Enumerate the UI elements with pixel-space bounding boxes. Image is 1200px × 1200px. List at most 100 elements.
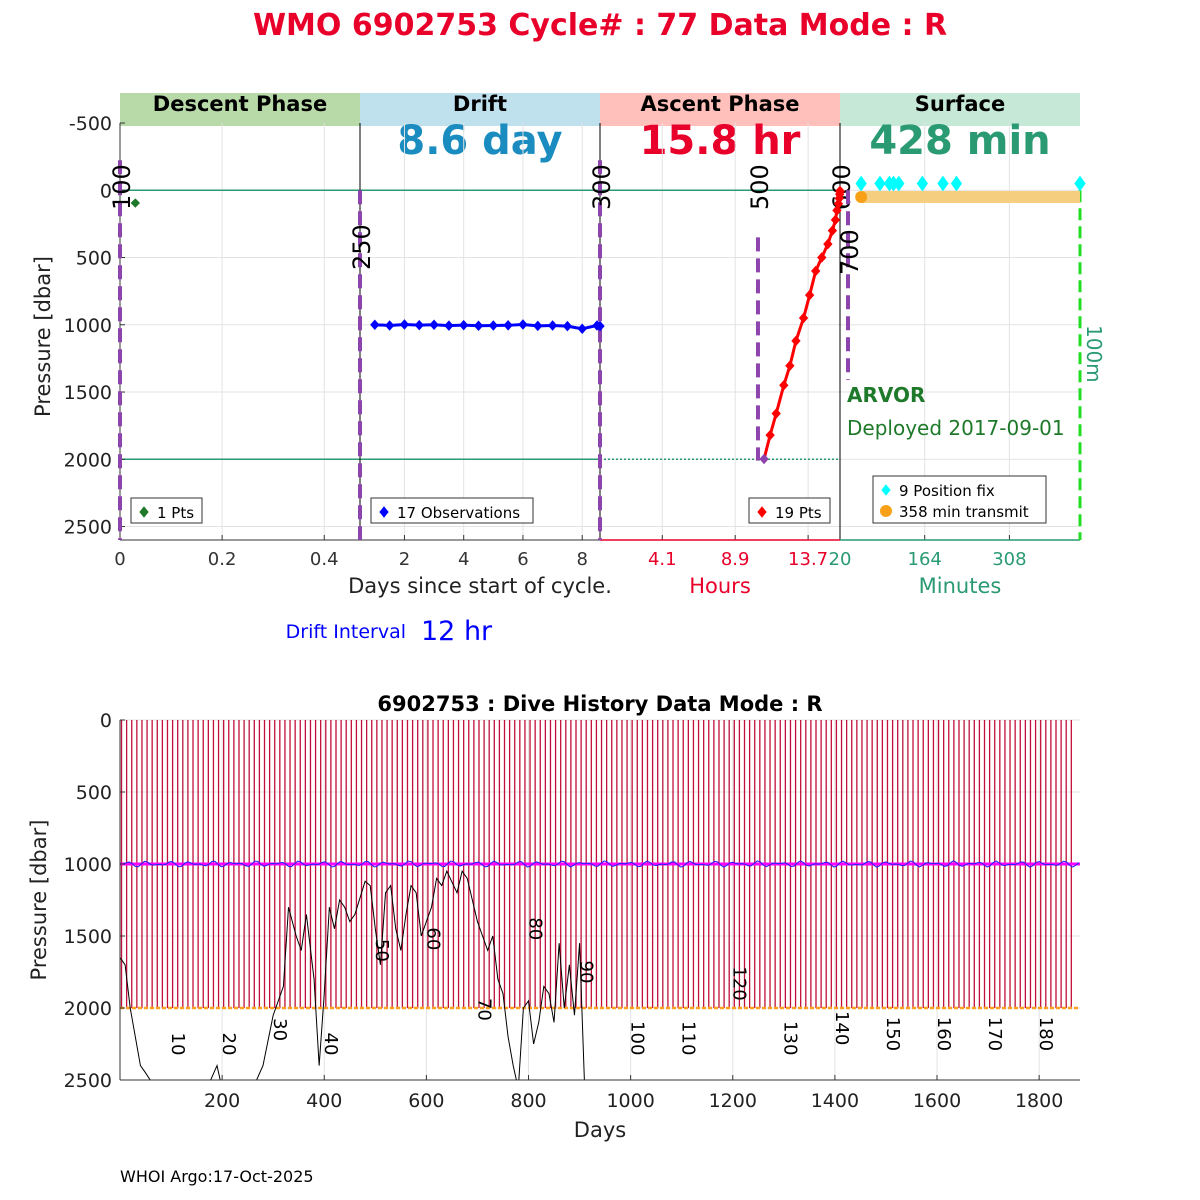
drift-point — [429, 319, 439, 331]
x-axis-label-days: Days since start of cycle. — [348, 574, 612, 598]
legend-swatch — [757, 506, 767, 518]
y-axis-label: Pressure [dbar] — [31, 256, 55, 417]
phase-bar-3 — [840, 93, 1080, 126]
y-tick-label: 1000 — [64, 315, 112, 337]
position-fix-point — [916, 175, 928, 192]
position-fix-point — [937, 175, 949, 192]
ascent-point — [759, 453, 769, 465]
cycle-label: 60 — [422, 927, 443, 950]
drift-point — [399, 319, 410, 330]
x-tick-label: 0.4 — [310, 549, 339, 570]
dive-history-panel: 10 20 30 40 50 60 70 80 90 100 110 120 130 140 150 160 1… — [27, 692, 1080, 1142]
x-tick-label: 600 — [408, 1090, 444, 1112]
ascent-point — [804, 289, 815, 301]
legend-swatch — [379, 506, 389, 518]
x-tick-label: 4 — [458, 549, 469, 570]
park-depth-trace — [119, 860, 1080, 868]
ascent-point — [791, 335, 801, 347]
marker-label: 600 — [828, 164, 856, 210]
y-tick-label: 2500 — [64, 517, 112, 539]
bottom-depth-trace — [120, 869, 585, 1080]
x-tick-label: 0.2 — [208, 549, 237, 570]
x-tick-label: 800 — [510, 1090, 546, 1112]
phase-title-1: Drift — [453, 92, 507, 116]
drift-point — [414, 319, 424, 331]
y-tick-label: 1500 — [64, 382, 112, 404]
cycle-label: 150 — [882, 1017, 903, 1051]
position-fix-point — [1074, 175, 1086, 192]
x-tick-label: 1000 — [606, 1090, 654, 1112]
cycle-label: 180 — [1035, 1017, 1056, 1051]
descent-point — [130, 198, 141, 208]
legend-label: 358 min transmit — [899, 503, 1029, 521]
drift-point — [503, 320, 513, 331]
x-tick-label: 8 — [576, 549, 587, 570]
ascent-point — [817, 252, 827, 263]
legend-label: 9 Position fix — [899, 482, 995, 500]
marker-label: 250 — [348, 224, 376, 270]
phase-title-2: Ascent Phase — [641, 92, 800, 116]
legend-swatch — [880, 505, 892, 517]
drift-point — [370, 319, 380, 331]
drift-interval-value: 12 hr — [421, 616, 493, 647]
ascent-point — [785, 360, 795, 372]
x-axis-label-minutes: Minutes — [919, 574, 1002, 598]
y-axis-label: Pressure [dbar] — [27, 820, 51, 981]
cycle-label: 40 — [320, 1033, 341, 1056]
ascent-point — [823, 238, 833, 250]
y-tick-label: 0 — [100, 710, 112, 732]
phase-bar-1 — [360, 93, 600, 126]
drift-point — [577, 323, 587, 335]
x-tick-label: 164 — [908, 549, 942, 570]
cycle-label: 130 — [780, 1021, 801, 1055]
phase-title-0: Descent Phase — [153, 92, 327, 116]
drift-point — [444, 320, 454, 331]
cycle-label: 50 — [371, 939, 392, 962]
x-tick-label: 2 — [399, 549, 410, 570]
cycle-label: 90 — [575, 961, 596, 984]
cycle-label: 110 — [678, 1021, 699, 1055]
y-tick-label: 1500 — [64, 926, 112, 948]
x-tick-label: 1400 — [811, 1090, 859, 1112]
ascent-point — [798, 312, 809, 324]
page-title: WMO 6902753 Cycle# : 77 Data Mode : R — [253, 8, 947, 43]
legend-label: 19 Pts — [775, 504, 822, 522]
drift-point — [459, 319, 469, 331]
marker-label: 700 — [836, 229, 864, 275]
drift-point — [473, 320, 484, 331]
x-tick-label: 308 — [992, 549, 1026, 570]
ascent-point — [771, 408, 781, 419]
legend-label: 1 Pts — [157, 504, 194, 522]
x-tick-label: 8.9 — [721, 549, 750, 570]
drift-point — [547, 320, 558, 331]
legend-label: 17 Observations — [397, 504, 520, 522]
legend-swatch — [881, 484, 891, 496]
footer-credit: WHOI Argo:17-Oct-2025 — [120, 1167, 314, 1186]
ascent-point — [765, 429, 775, 441]
y-tick-label: 500 — [76, 782, 112, 804]
ascent-point — [811, 265, 821, 277]
ascent-point — [779, 380, 789, 391]
y-tick-label: 0 — [100, 180, 112, 202]
ascent-point — [827, 225, 838, 236]
x-tick-label: 1200 — [709, 1090, 757, 1112]
float-type: ARVOR — [847, 383, 925, 407]
x-tick-label: 4.1 — [648, 549, 677, 570]
position-fix-point — [893, 175, 905, 192]
marker-label: 100m — [1082, 325, 1106, 383]
position-fix-point — [855, 175, 867, 192]
legend-box — [872, 475, 1047, 524]
cycle-label: 70 — [473, 998, 494, 1021]
drift-point — [562, 320, 573, 332]
x-tick-label: 1600 — [913, 1090, 961, 1112]
legend-box — [370, 497, 534, 524]
x-tick-label: 13.7 — [788, 549, 828, 570]
phase-duration-2: 15.8 hr — [640, 118, 801, 164]
phase-bar-0 — [120, 93, 360, 126]
cycle-label: 80 — [524, 917, 545, 940]
position-fix-point — [950, 175, 963, 192]
x-tick-label: 400 — [306, 1090, 342, 1112]
transmit-start-point — [855, 190, 868, 203]
cycle-label: 20 — [218, 1033, 239, 1056]
drift-point — [533, 320, 543, 332]
